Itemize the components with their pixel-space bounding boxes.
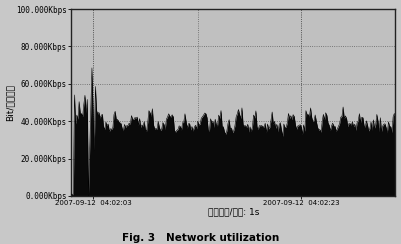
X-axis label: 采样时间/间隔: 1s: 采样时间/间隔: 1s: [208, 207, 259, 216]
Y-axis label: Bit/平均每秒: Bit/平均每秒: [6, 84, 14, 121]
Text: Fig. 3   Network utilization: Fig. 3 Network utilization: [122, 233, 279, 243]
